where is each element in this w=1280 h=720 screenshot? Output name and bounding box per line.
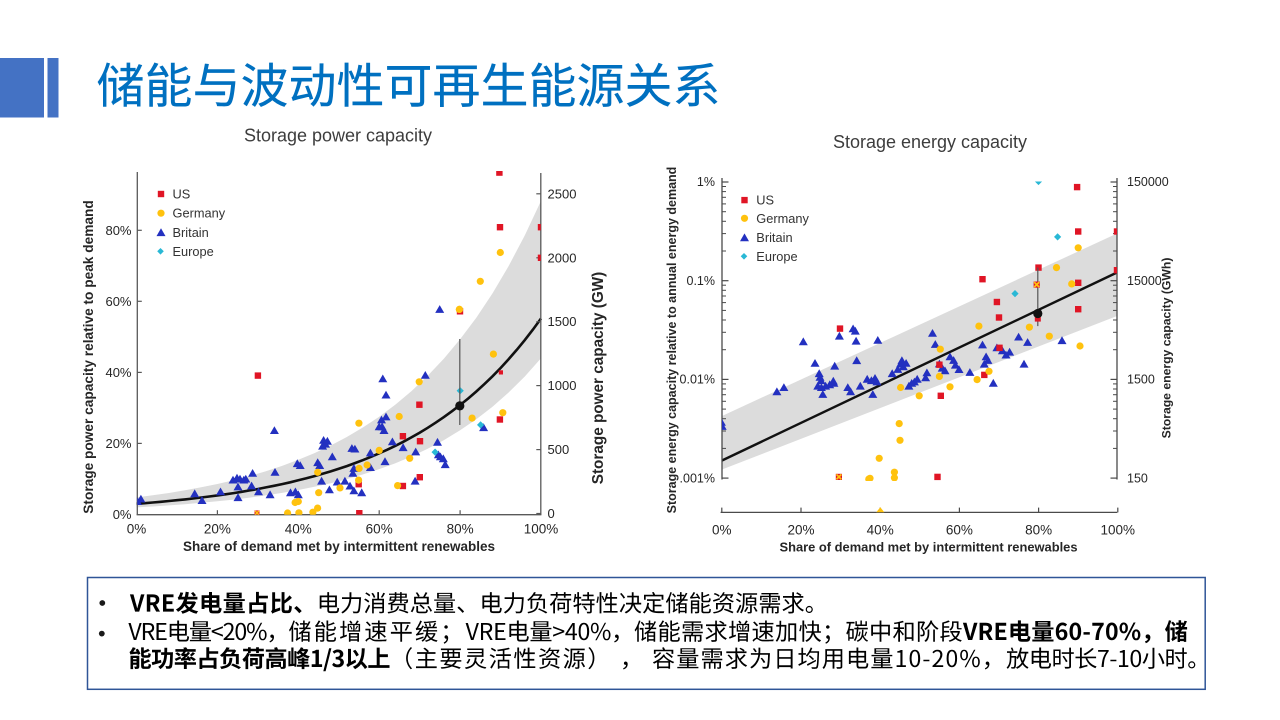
svg-text:Europe: Europe xyxy=(173,244,214,259)
svg-text:0.1%: 0.1% xyxy=(687,274,716,288)
svg-text:60%: 60% xyxy=(946,523,973,538)
svg-text:0.01%: 0.01% xyxy=(680,373,715,387)
svg-text:Storage power capacity: Storage power capacity xyxy=(244,125,432,145)
svg-text:80%: 80% xyxy=(447,522,474,537)
svg-text:80%: 80% xyxy=(105,223,131,238)
svg-text:80%: 80% xyxy=(1025,523,1052,538)
svg-text:1%: 1% xyxy=(697,175,715,189)
svg-text:20%: 20% xyxy=(105,436,131,451)
svg-text:60%: 60% xyxy=(366,522,393,537)
svg-text:20%: 20% xyxy=(204,522,231,537)
svg-text:40%: 40% xyxy=(867,523,894,538)
svg-text:Storage power capacity (GW): Storage power capacity (GW) xyxy=(590,272,607,485)
svg-text:Storage energy capacity relati: Storage energy capacity relative to annu… xyxy=(665,167,679,514)
svg-text:0%: 0% xyxy=(113,507,132,522)
svg-text:Germany: Germany xyxy=(756,211,809,226)
svg-text:Storage energy capacity (GWh): Storage energy capacity (GWh) xyxy=(1160,258,1174,439)
svg-text:0: 0 xyxy=(548,506,555,521)
svg-text:US: US xyxy=(173,187,191,202)
svg-text:40%: 40% xyxy=(105,365,131,380)
svg-text:.001%: .001% xyxy=(680,471,715,485)
svg-text:1500: 1500 xyxy=(1127,373,1155,387)
svg-text:100%: 100% xyxy=(1101,523,1136,538)
svg-text:150000: 150000 xyxy=(1127,175,1169,189)
svg-text:Germany: Germany xyxy=(173,206,226,221)
svg-text:40%: 40% xyxy=(285,522,312,537)
svg-text:Storage power capacity relativ: Storage power capacity relative to peak … xyxy=(81,200,96,513)
svg-text:500: 500 xyxy=(548,442,570,457)
svg-text:Share of demand met by intermi: Share of demand met by intermittent rene… xyxy=(183,539,495,554)
svg-text:100%: 100% xyxy=(524,522,559,537)
svg-text:US: US xyxy=(756,193,774,208)
svg-text:0%: 0% xyxy=(127,522,147,537)
svg-text:1000: 1000 xyxy=(548,378,577,393)
svg-text:2000: 2000 xyxy=(548,250,577,265)
svg-text:Britain: Britain xyxy=(756,230,792,245)
svg-text:0%: 0% xyxy=(712,523,732,538)
svg-text:20%: 20% xyxy=(787,523,814,538)
svg-text:15000: 15000 xyxy=(1127,274,1162,288)
svg-text:2500: 2500 xyxy=(548,186,577,201)
svg-text:60%: 60% xyxy=(105,294,131,309)
svg-text:Europe: Europe xyxy=(756,249,797,264)
svg-text:Storage energy capacity: Storage energy capacity xyxy=(833,132,1027,152)
svg-text:1500: 1500 xyxy=(548,314,577,329)
svg-text:Share of demand met by intermi: Share of demand met by intermittent rene… xyxy=(780,540,1078,555)
svg-text:150: 150 xyxy=(1127,471,1148,485)
svg-text:Britain: Britain xyxy=(173,225,209,240)
